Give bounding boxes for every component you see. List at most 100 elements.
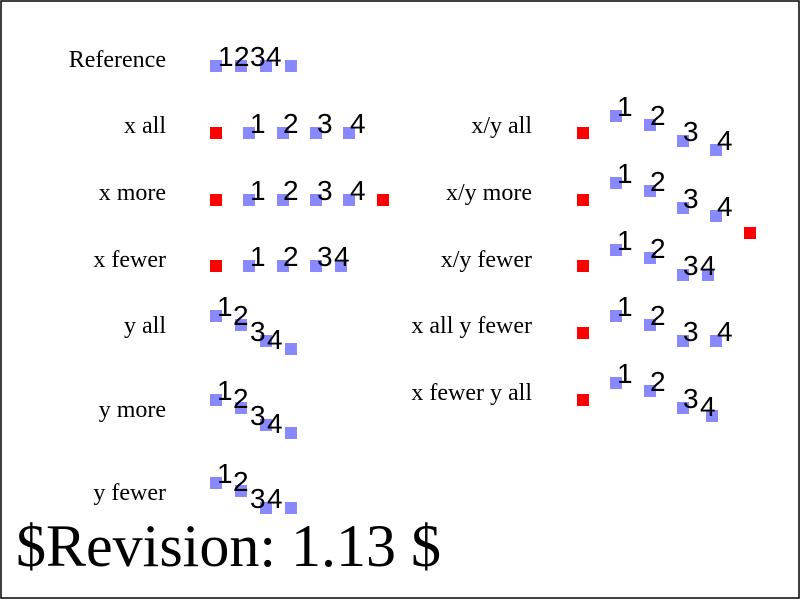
x-all-glyph-marker: [343, 127, 355, 139]
y-all-glyph: 2: [233, 300, 249, 331]
y-all-glyph-marker: [235, 319, 247, 331]
row-label-x-more: x more: [99, 180, 166, 206]
y-more-glyph: 4: [267, 408, 283, 439]
x-all-glyph: 3: [317, 108, 333, 139]
y-fewer-glyph: 2: [233, 466, 249, 497]
xy-more-boundary-marker: [577, 194, 589, 206]
y-more-glyph-marker: [235, 402, 247, 414]
y-fewer-glyph-marker: [260, 502, 272, 514]
x-fewer-glyph: 4: [334, 241, 350, 272]
x-all-y-fewer-boundary-marker: [577, 327, 589, 339]
xy-all-glyph-marker: [610, 110, 622, 122]
x-fewer-y-all-glyph: 3: [683, 383, 699, 414]
row-label-xy-all: x/y all: [471, 113, 532, 139]
x-all-y-fewer-glyph: 4: [717, 316, 733, 347]
x-fewer-y-all-glyph-marker: [644, 385, 656, 397]
xy-more-glyph: 2: [650, 166, 666, 197]
x-more-boundary-marker: [377, 194, 389, 206]
xy-fewer-boundary-marker: [577, 260, 589, 272]
x-all-glyph-marker: [277, 127, 289, 139]
y-fewer-glyph: 3: [250, 483, 266, 514]
x-fewer-glyph-marker: [310, 260, 322, 272]
xy-all-glyph: 3: [683, 116, 699, 147]
row-label-xy-more: x/y more: [446, 180, 532, 206]
xy-more-glyph: 4: [717, 191, 733, 222]
x-fewer-y-all-glyph: 1: [617, 358, 633, 389]
row-label-xy-fewer: x/y fewer: [441, 247, 532, 273]
xy-all-glyph-marker: [644, 119, 656, 131]
x-more-glyph: 3: [317, 175, 333, 206]
x-more-glyph: 1: [250, 175, 266, 206]
xy-all-boundary-marker: [577, 127, 589, 139]
x-all-y-fewer-glyph-marker: [677, 335, 689, 347]
y-more-glyph: 3: [250, 400, 266, 431]
x-all-y-fewer-glyph-marker: [610, 310, 622, 322]
x-fewer-glyph: 2: [283, 241, 299, 272]
x-more-glyph-marker: [310, 194, 322, 206]
xy-fewer-glyph-marker: [610, 244, 622, 256]
reference-glyph: 4: [266, 41, 282, 72]
x-more-glyph-marker: [343, 194, 355, 206]
xy-all-glyph: 1: [617, 91, 633, 122]
x-all-y-fewer-glyph-marker: [644, 319, 656, 331]
reference-glyph: 1: [218, 41, 234, 72]
y-more-glyph-marker: [285, 427, 297, 439]
x-all-glyph: 1: [250, 108, 266, 139]
x-fewer-y-all-glyph-marker: [610, 377, 622, 389]
row-label-y-fewer: y fewer: [93, 480, 166, 506]
x-more-glyph: 2: [283, 175, 299, 206]
y-more-glyph: 2: [233, 383, 249, 414]
xy-fewer-glyph: 4: [700, 250, 716, 281]
x-fewer-y-all-glyph-marker: [706, 410, 718, 422]
xy-more-glyph: 3: [683, 183, 699, 214]
reference-glyph-marker: [210, 60, 222, 72]
x-all-glyph-marker: [310, 127, 322, 139]
xy-more-glyph: 1: [617, 158, 633, 189]
xy-more-glyph-marker: [710, 210, 722, 222]
y-all-glyph: 4: [267, 324, 283, 355]
y-all-glyph: 3: [250, 316, 266, 347]
y-fewer-glyph-marker: [285, 502, 297, 514]
xy-more-glyph-marker: [610, 177, 622, 189]
x-all-y-fewer-glyph-marker: [710, 335, 722, 347]
y-all-glyph-marker: [285, 343, 297, 355]
x-all-y-fewer-glyph: 2: [650, 300, 666, 331]
row-label-y-all: y all: [124, 313, 166, 339]
xy-all-glyph: 2: [650, 100, 666, 131]
row-label-x-all-y-fewer: x all y fewer: [411, 313, 532, 339]
x-more-glyph-marker: [277, 194, 289, 206]
row-label-x-fewer: x fewer: [93, 247, 166, 273]
x-fewer-glyph-marker: [243, 260, 255, 272]
y-all-glyph-marker: [210, 310, 222, 322]
glyph-position-samples: 1 2 3 41 2 3 41 2 3 41 2 3 41 23 41 23 41 23 41 23 41 23 41 23 4…: [210, 41, 756, 514]
x-all-glyph: 2: [283, 108, 299, 139]
reference-glyph-marker: [285, 60, 297, 72]
reference-glyph-marker: [235, 60, 247, 72]
x-fewer-y-all-glyph-marker: [677, 402, 689, 414]
reference-glyph: 2: [234, 41, 250, 72]
x-all-boundary-marker: [210, 127, 222, 139]
xy-fewer-glyph-marker: [702, 269, 714, 281]
y-more-glyph: 1: [217, 375, 233, 406]
row-label-x-fewer-y-all: x fewer y all: [411, 380, 532, 406]
x-all-y-fewer-glyph: 3: [683, 316, 699, 347]
x-fewer-y-all-glyph: 4: [700, 391, 716, 422]
x-fewer-y-all-glyph: 2: [650, 366, 666, 397]
xy-fewer-glyph-marker: [644, 252, 656, 264]
xy-fewer-glyph-marker: [677, 269, 689, 281]
y-fewer-glyph-marker: [210, 477, 222, 489]
y-all-glyph-marker: [260, 335, 272, 347]
revision-text: $Revision: 1.13 $: [16, 513, 441, 579]
x-fewer-glyph: 1: [250, 241, 266, 272]
xy-all-glyph-marker: [710, 144, 722, 156]
y-fewer-glyph: 1: [217, 458, 233, 489]
x-all-glyph-marker: [243, 127, 255, 139]
x-all-glyph: 4: [350, 108, 366, 139]
y-fewer-glyph: 4: [267, 483, 283, 514]
reference-glyph: 3: [250, 41, 266, 72]
x-fewer-boundary-marker: [210, 260, 222, 272]
xy-more-glyph-marker: [677, 202, 689, 214]
xy-fewer-glyph: 2: [650, 233, 666, 264]
